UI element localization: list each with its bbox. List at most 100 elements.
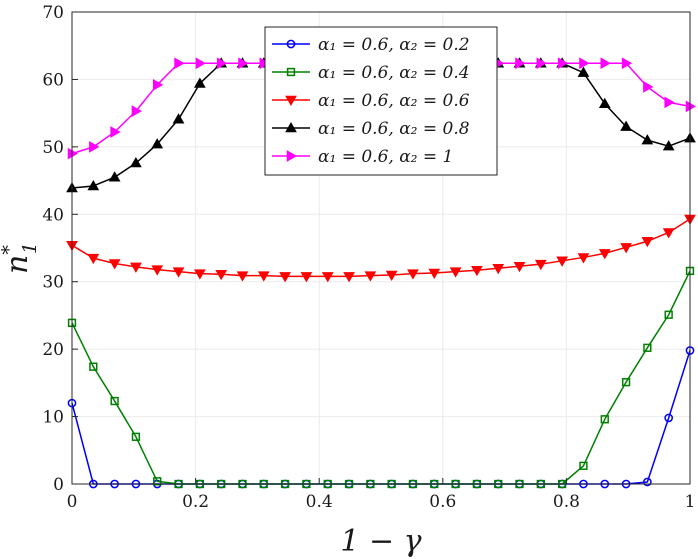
data-point <box>321 272 334 283</box>
data-point <box>641 237 654 248</box>
data-point <box>492 263 505 275</box>
data-point <box>664 310 673 319</box>
legend-entry: α₁ = 0.6, α₂ = 0.2 <box>272 35 470 55</box>
x-tick-label: 0.2 <box>182 492 209 512</box>
data-point <box>67 147 79 160</box>
data-point <box>664 413 674 423</box>
legend-entry: α₁ = 0.6, α₂ = 0.8 <box>272 119 470 139</box>
legend-label: α₁ = 0.6, α₂ = 0.4 <box>318 63 470 83</box>
data-point <box>428 268 441 279</box>
legend-label: α₁ = 0.6, α₂ = 1 <box>318 147 453 167</box>
legend-box <box>264 26 498 176</box>
data-point <box>577 253 590 264</box>
data-point <box>515 57 526 70</box>
data-point <box>259 57 270 70</box>
x-tick-label: 0 <box>67 492 78 512</box>
data-point <box>685 100 697 113</box>
data-point <box>300 272 313 283</box>
y-axis-label-sub: 1 <box>19 242 41 254</box>
legend: α₁ = 0.6, α₂ = 0.2 α₁ = 0.6, α₂ = 0.4 α₁ =… <box>264 26 498 176</box>
legend-entry: α₁ = 0.6, α₂ = 0.4 <box>272 63 470 83</box>
legend-entry: α₁ = 0.6, α₂ = 1 <box>272 147 453 167</box>
legend-label: α₁ = 0.6, α₂ = 0.6 <box>318 91 470 111</box>
data-point <box>662 228 675 239</box>
y-tick-label: 20 <box>42 340 64 360</box>
data-point <box>238 57 249 70</box>
data-point <box>87 179 100 191</box>
y-axis-label: n*1 <box>0 242 41 274</box>
data-point <box>600 57 611 70</box>
legend-label: α₁ = 0.6, α₂ = 0.2 <box>318 35 470 55</box>
x-tick-label: 0.4 <box>306 492 333 512</box>
data-point <box>643 477 652 487</box>
data-point <box>89 362 98 371</box>
data-point <box>620 243 632 254</box>
y-tick-label: 10 <box>42 408 64 428</box>
plot-frame <box>71 11 691 485</box>
legend-entry: α₁ = 0.6, α₂ = 0.6 <box>272 91 470 111</box>
data-point <box>257 271 270 282</box>
data-point <box>152 78 164 91</box>
data-point <box>557 57 569 70</box>
data-point <box>662 140 675 151</box>
data-point <box>556 256 568 267</box>
data-point <box>364 271 377 282</box>
data-point <box>110 126 121 138</box>
legend-label: α₁ = 0.6, α₂ = 0.8 <box>318 119 470 139</box>
data-point <box>534 259 547 271</box>
data-point <box>343 272 355 283</box>
data-point <box>279 272 291 283</box>
data-point <box>600 415 609 424</box>
y-tick-label: 50 <box>42 138 64 158</box>
y-tick-label: 70 <box>42 3 64 23</box>
y-tick-label: 40 <box>42 205 64 225</box>
data-point <box>643 343 652 352</box>
data-point <box>195 57 206 70</box>
data-point <box>641 134 654 145</box>
data-point <box>110 396 119 406</box>
legend-swatch-marker <box>286 39 296 49</box>
data-point <box>579 57 590 70</box>
data-point <box>194 77 206 88</box>
data-point <box>87 253 100 265</box>
y-axis-label-sup: * <box>0 245 20 255</box>
data-point <box>130 157 142 168</box>
legend-swatch-marker <box>285 95 297 107</box>
data-point <box>131 432 141 441</box>
data-point <box>215 270 228 281</box>
data-point <box>579 461 588 470</box>
data-point <box>621 57 633 70</box>
data-point <box>172 267 185 278</box>
y-tick-label: 30 <box>42 273 64 293</box>
legend-swatch-marker <box>286 67 296 77</box>
ticks <box>71 11 691 485</box>
data-point <box>89 140 100 153</box>
y-tick-label: 0 <box>53 475 64 495</box>
data-point <box>151 265 164 276</box>
data-point <box>620 120 632 131</box>
x-tick-label: 0.8 <box>553 492 580 512</box>
data-point <box>471 266 483 277</box>
series-3 <box>66 214 696 283</box>
data-point <box>130 262 142 273</box>
data-point <box>643 80 654 93</box>
x-axis-label: 1 − γ <box>340 524 421 559</box>
data-point <box>174 57 185 70</box>
data-point <box>621 378 631 387</box>
x-tick-label: 0.6 <box>429 492 456 512</box>
data-point <box>449 267 462 278</box>
data-point <box>131 105 142 117</box>
data-point <box>153 477 162 486</box>
data-point <box>598 249 611 260</box>
data-point <box>151 138 164 149</box>
data-point <box>216 57 228 70</box>
data-point <box>577 66 590 77</box>
data-point <box>194 269 206 280</box>
legend-swatch-marker <box>286 150 298 162</box>
y-axis-label-main: n <box>0 255 35 274</box>
data-point <box>172 113 185 124</box>
data-point <box>598 97 611 108</box>
data-point <box>407 269 419 280</box>
